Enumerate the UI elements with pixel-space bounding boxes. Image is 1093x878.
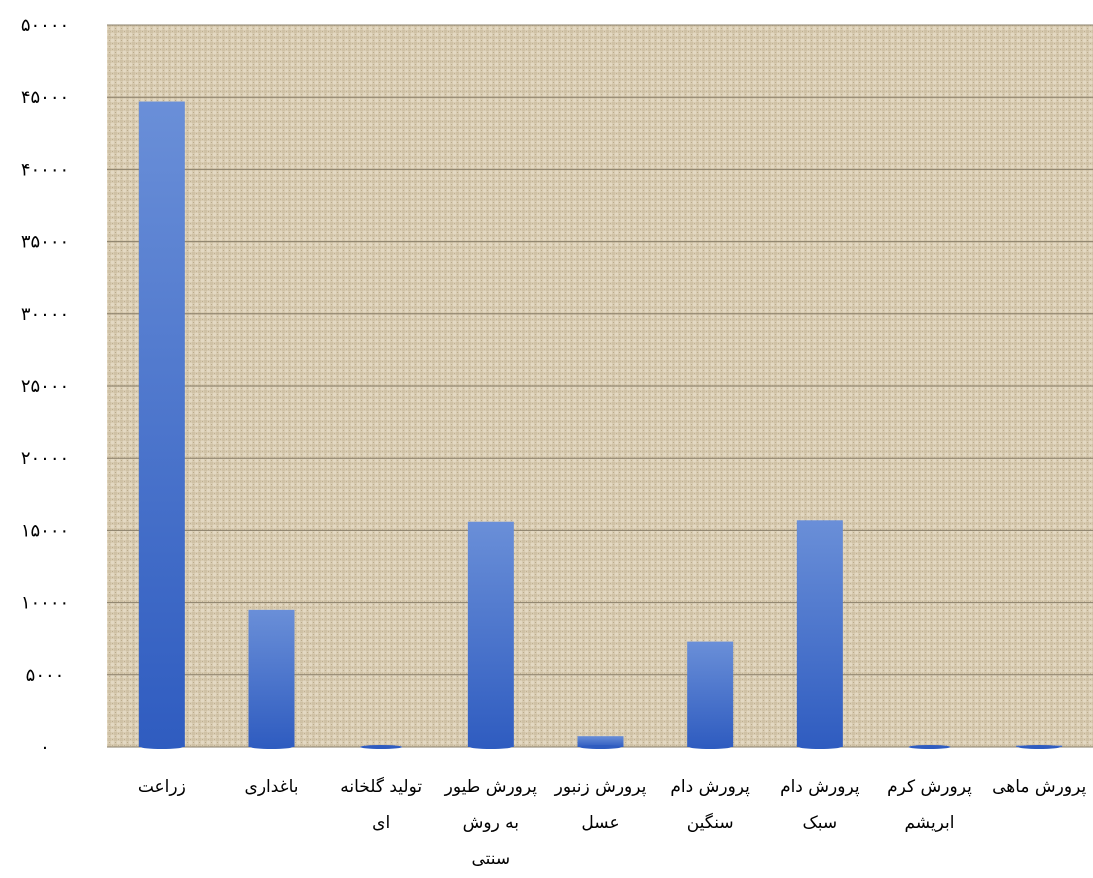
x-category-label: پرورش دام سبک <box>780 777 860 833</box>
y-tick-label: ۰ <box>40 737 50 758</box>
y-tick-label: ۵۰۰۰ <box>26 665 65 686</box>
x-category-label: پرورش زنبور عسل <box>554 777 647 833</box>
y-tick-label: ۳۰۰۰۰ <box>21 304 69 325</box>
bar-base <box>908 745 951 749</box>
bar <box>248 609 295 747</box>
y-tick-label: ۱۰۰۰۰ <box>21 593 69 614</box>
x-axis-labels: زراعت باغداری تولید گلخانه ای پرورش طیور به ر… <box>138 776 1087 869</box>
x-category-label: تولید گلخانه ای <box>340 776 422 833</box>
bar <box>467 521 514 747</box>
x-category-label: باغداری <box>245 777 299 797</box>
bar-base <box>469 745 512 749</box>
bar-base <box>1018 745 1061 749</box>
y-tick-label: ۲۰۰۰۰ <box>21 448 69 469</box>
y-tick-label: ۴۵۰۰۰ <box>21 87 69 108</box>
bar <box>796 520 843 747</box>
y-tick-label: ۲۵۰۰۰ <box>21 376 69 397</box>
bar-base <box>250 745 293 749</box>
gridlines <box>107 24 1093 748</box>
bar-base <box>360 745 403 749</box>
bars <box>138 101 1063 749</box>
bar <box>138 101 185 748</box>
bar-base <box>140 745 183 749</box>
y-tick-label: ۱۵۰۰۰ <box>21 520 69 541</box>
x-category-label: پرورش ماهی <box>992 777 1086 797</box>
x-category-label: پرورش کرم ابریشم <box>887 777 972 833</box>
bar-base <box>798 745 841 749</box>
bar-base <box>579 745 622 749</box>
x-category-label: پرورش طیور به روش سنتی <box>444 777 538 869</box>
x-category-label: زراعت <box>138 777 186 797</box>
y-axis-ticks: ۰ ۵۰۰۰ ۱۰۰۰۰ ۱۵۰۰۰ ۲۰۰۰۰ ۲۵۰۰۰ ۳۰۰۰۰ ۳۵۰۰۰ ۴۰۰۰۰… <box>21 15 69 758</box>
y-tick-label: ۴۰۰۰۰ <box>21 159 69 180</box>
x-category-label: پرورش دام سنگین <box>670 777 750 833</box>
bar-base <box>689 745 732 749</box>
y-tick-label: ۳۵۰۰۰ <box>21 232 69 253</box>
bar <box>687 641 734 747</box>
bar <box>577 736 624 747</box>
y-tick-label: ۵۰۰۰۰ <box>21 15 69 36</box>
